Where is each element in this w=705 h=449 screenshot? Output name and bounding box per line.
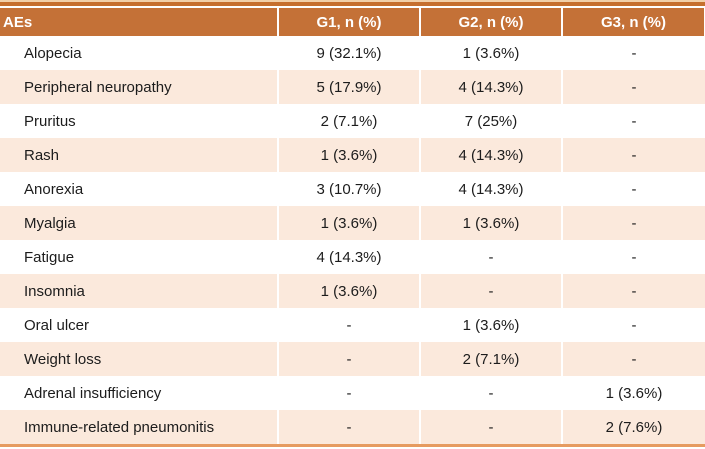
- table-row: Peripheral neuropathy 5 (17.9%) 4 (14.3%) -: [0, 70, 705, 104]
- cell-ae: Anorexia: [0, 172, 278, 206]
- table-body: Alopecia 9 (32.1%) 1 (3.6%) - Peripheral neu…: [0, 36, 705, 444]
- table-top-border-light: [0, 0, 705, 2]
- cell-g2: 1 (3.6%): [419, 308, 562, 342]
- table-row: Weight loss -2 (7.1%) -: [0, 342, 705, 376]
- cell-g2: -: [419, 240, 562, 274]
- data-table: AEs G1, n (%) G2, n (%) G3, n (%) Alopecia 9…: [0, 8, 705, 444]
- table-row: Oral ulcer -1 (3.6%) -: [0, 308, 705, 342]
- cell-g1: 4 (14.3%): [277, 240, 420, 274]
- cell-g1: 2 (7.1%): [277, 104, 420, 138]
- table-top-border-gap: [0, 6, 705, 8]
- table-row: Fatigue 4 (14.3%) - -: [0, 240, 705, 274]
- cell-g1: 1 (3.6%): [277, 138, 420, 172]
- cell-g3: -: [561, 308, 705, 342]
- cell-g3: 2 (7.6%): [561, 410, 705, 444]
- cell-ae: Insomnia: [0, 274, 278, 308]
- cell-g3: -: [561, 206, 705, 240]
- cell-ae: Myalgia: [0, 206, 278, 240]
- cell-g3: -: [561, 172, 705, 206]
- cell-ae: Fatigue: [0, 240, 278, 274]
- cell-g2: 7 (25%): [419, 104, 562, 138]
- cell-g1: -: [277, 342, 420, 376]
- cell-g1: 3 (10.7%): [277, 172, 420, 206]
- table-row: Anorexia 3 (10.7%) 4 (14.3%) -: [0, 172, 705, 206]
- cell-g1: 1 (3.6%): [277, 206, 420, 240]
- column-header-ae: AEs: [0, 8, 278, 36]
- table-row: Adrenal insufficiency - -1 (3.6%): [0, 376, 705, 410]
- cell-g2: 4 (14.3%): [419, 172, 562, 206]
- cell-g1: -: [277, 308, 420, 342]
- cell-g1: 5 (17.9%): [277, 70, 420, 104]
- cell-g2: 1 (3.6%): [419, 36, 562, 70]
- header-row: AEs G1, n (%) G2, n (%) G3, n (%): [0, 8, 705, 36]
- column-header-g3: G3, n (%): [561, 8, 705, 36]
- cell-ae: Alopecia: [0, 36, 278, 70]
- cell-ae: Oral ulcer: [0, 308, 278, 342]
- cell-g2: 4 (14.3%): [419, 138, 562, 172]
- cell-g2: -: [419, 376, 562, 410]
- cell-g1: -: [277, 410, 420, 444]
- cell-g2: 1 (3.6%): [419, 206, 562, 240]
- column-header-g2: G2, n (%): [419, 8, 562, 36]
- table-row: Alopecia 9 (32.1%) 1 (3.6%) -: [0, 36, 705, 70]
- table-row: Rash 1 (3.6%) 4 (14.3%) -: [0, 138, 705, 172]
- cell-ae: Peripheral neuropathy: [0, 70, 278, 104]
- cell-g3: -: [561, 342, 705, 376]
- cell-g3: -: [561, 138, 705, 172]
- cell-g2: 4 (14.3%): [419, 70, 562, 104]
- cell-g3: -: [561, 36, 705, 70]
- cell-g2: 2 (7.1%): [419, 342, 562, 376]
- column-header-g1: G1, n (%): [277, 8, 420, 36]
- table-row: Immune-related pneumonitis - -2 (7.6%): [0, 410, 705, 444]
- cell-ae: Weight loss: [0, 342, 278, 376]
- cell-ae: Rash: [0, 138, 278, 172]
- table-top-border: [0, 2, 705, 6]
- cell-g3: -: [561, 70, 705, 104]
- cell-ae: Adrenal insufficiency: [0, 376, 278, 410]
- cell-g3: -: [561, 274, 705, 308]
- table-bottom-border: [0, 444, 705, 447]
- cell-ae: Pruritus: [0, 104, 278, 138]
- table-row: Myalgia 1 (3.6%) 1 (3.6%) -: [0, 206, 705, 240]
- table-row: Insomnia 1 (3.6%) - -: [0, 274, 705, 308]
- table-row: Pruritus 2 (7.1%) 7 (25%) -: [0, 104, 705, 138]
- cell-g2: -: [419, 410, 562, 444]
- cell-g2: -: [419, 274, 562, 308]
- cell-g3: 1 (3.6%): [561, 376, 705, 410]
- cell-g3: -: [561, 104, 705, 138]
- cell-g3: -: [561, 240, 705, 274]
- cell-g1: 9 (32.1%): [277, 36, 420, 70]
- cell-g1: 1 (3.6%): [277, 274, 420, 308]
- cell-ae: Immune-related pneumonitis: [0, 410, 278, 444]
- cell-g1: -: [277, 376, 420, 410]
